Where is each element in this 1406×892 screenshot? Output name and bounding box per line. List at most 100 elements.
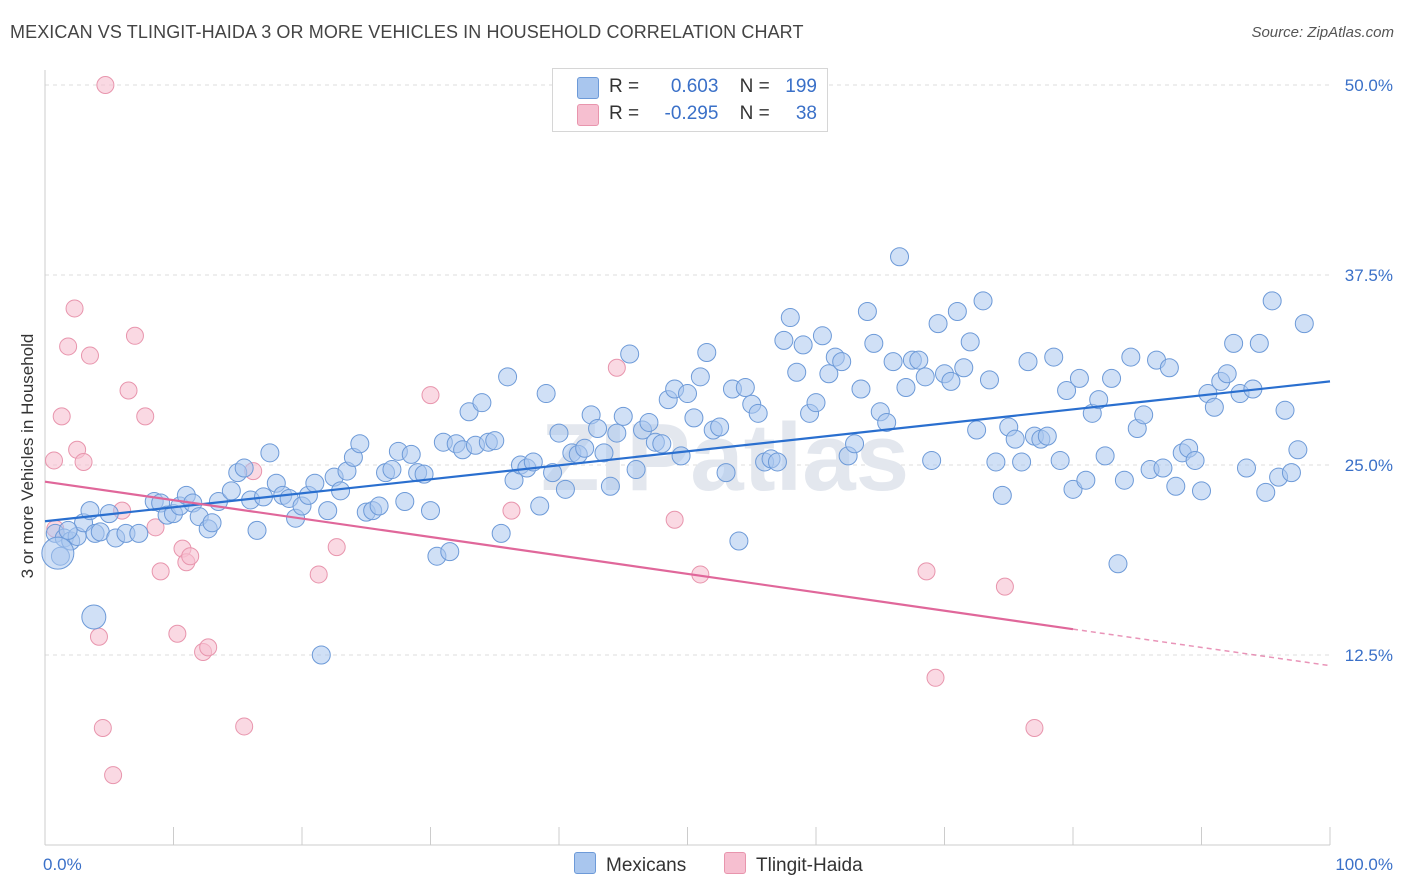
tlingit-haida-point xyxy=(80,346,99,365)
mexicans-point xyxy=(1249,333,1269,353)
mexicans-point xyxy=(613,406,633,426)
mexicans-point xyxy=(716,463,736,483)
mexicans-point xyxy=(890,247,910,267)
mexicans-point xyxy=(832,352,852,372)
y-tick-label: 12.5% xyxy=(1345,646,1393,665)
mexicans-point xyxy=(472,393,492,413)
mexicans-point xyxy=(909,350,929,370)
mexicans-point xyxy=(459,402,479,422)
mexicans-point xyxy=(992,485,1012,505)
tlingit-haida-trend-extension xyxy=(1072,628,1331,667)
mexicans-point xyxy=(81,604,107,630)
legend-n-value: 199 xyxy=(785,76,817,97)
legend-r-value: 0.603 xyxy=(670,76,719,97)
tlingit-haida-point xyxy=(421,386,440,405)
mexicans-point xyxy=(382,460,402,480)
mexicans-point xyxy=(780,308,800,328)
bottom-legend-mexicans: Mexicans xyxy=(574,852,686,878)
legend-n-value: 38 xyxy=(795,103,817,124)
mexicans-point xyxy=(639,412,659,432)
mexicans-point xyxy=(922,450,942,470)
tlingit-haida-point xyxy=(607,358,626,377)
y-axis-label: 3 or more Vehicles in Household xyxy=(18,333,37,579)
mexicans-point xyxy=(594,443,614,463)
mexicans-point xyxy=(941,371,961,391)
mexicans-point xyxy=(979,370,999,390)
y-tick-label: 25.0% xyxy=(1345,456,1393,475)
mexicans-point xyxy=(1057,381,1077,401)
mexicans-point xyxy=(652,434,672,454)
tlingit-haida-point xyxy=(74,452,93,471)
tlingit-haida-point xyxy=(151,562,170,581)
chart-title: MEXICAN VS TLINGIT-HAIDA 3 OR MORE VEHIC… xyxy=(10,22,804,42)
mexicans-point xyxy=(1037,426,1057,446)
mexicans-point xyxy=(1102,368,1122,388)
tlingit-haida-point xyxy=(119,381,138,400)
mexicans-point xyxy=(41,536,75,570)
mexicans-point xyxy=(369,496,389,516)
mexicans-point xyxy=(523,452,543,472)
mexicans-point xyxy=(1044,347,1064,367)
mexicans-point xyxy=(588,419,608,439)
mexicans-point xyxy=(896,377,916,397)
mexicans-point xyxy=(1185,450,1205,470)
mexicans-point xyxy=(1114,470,1134,490)
mexicans-point xyxy=(491,523,511,543)
bottom-legend-label: Tlingit-Haida xyxy=(756,855,863,876)
mexicans-point xyxy=(440,542,460,562)
mexicans-point xyxy=(311,645,331,665)
mexicans-point xyxy=(947,301,967,321)
mexicans-point xyxy=(530,496,550,516)
bottom-legend-label: Mexicans xyxy=(606,855,687,876)
tlingit-haida-point xyxy=(146,518,165,537)
mexicans-point xyxy=(1159,358,1179,378)
mexicans-point xyxy=(690,367,710,387)
tlingit-haida-point xyxy=(93,718,112,737)
mexicans-point xyxy=(1063,479,1083,499)
bottom-legend-tlingit-haida: Tlingit-Haida xyxy=(724,852,863,878)
tlingit-haida-series xyxy=(44,76,1044,785)
trend-lines xyxy=(44,380,1331,667)
mexicans-point xyxy=(793,335,813,355)
mexicans-point xyxy=(626,460,646,480)
tlingit-haida-point xyxy=(181,547,200,566)
tick-labels: 12.5% 25.0% 37.5% 50.0% 0.0% 100.0% xyxy=(43,76,1393,874)
mexicans-point xyxy=(697,343,717,363)
tlingit-haida-point xyxy=(665,510,684,529)
mexicans-point xyxy=(671,446,691,466)
mexicans-point xyxy=(735,377,755,397)
x-tick-label: 0.0% xyxy=(43,855,82,874)
axes xyxy=(44,70,1331,846)
legend-r-label: R = xyxy=(609,76,640,97)
mexicans-point xyxy=(928,314,948,334)
mexicans-point xyxy=(318,501,338,521)
mexicans-point xyxy=(536,384,556,404)
mexicans-point xyxy=(221,481,241,501)
mexicans-point xyxy=(986,452,1006,472)
mexicans-point xyxy=(1005,429,1025,449)
mexicans-point xyxy=(421,501,440,521)
mexicans-point xyxy=(1012,452,1032,472)
mexicans-point xyxy=(1108,554,1128,574)
tlingit-haida-swatch xyxy=(577,104,599,126)
mexicans-point xyxy=(260,443,280,463)
mexicans-point xyxy=(549,423,569,443)
y-tick-label: 50.0% xyxy=(1345,76,1393,95)
mexicans-point xyxy=(600,476,620,496)
tlingit-haida-point xyxy=(136,407,155,426)
y-tick-label: 37.5% xyxy=(1345,266,1393,285)
mexicans-point xyxy=(58,520,78,540)
tlingit-haida-point xyxy=(89,627,108,646)
tlingit-haida-point xyxy=(309,565,328,584)
mexicans-point xyxy=(129,523,149,543)
mexicans-point xyxy=(864,333,884,353)
legend-r-label: R = xyxy=(609,103,640,124)
mexicans-point xyxy=(620,344,640,364)
tlingit-haida-point xyxy=(125,326,144,345)
mexicans-point xyxy=(812,326,832,346)
mexicans-point xyxy=(883,352,903,372)
mexicans-point xyxy=(774,330,794,350)
mexicans-point xyxy=(857,301,877,321)
mexicans-point xyxy=(1236,458,1256,478)
